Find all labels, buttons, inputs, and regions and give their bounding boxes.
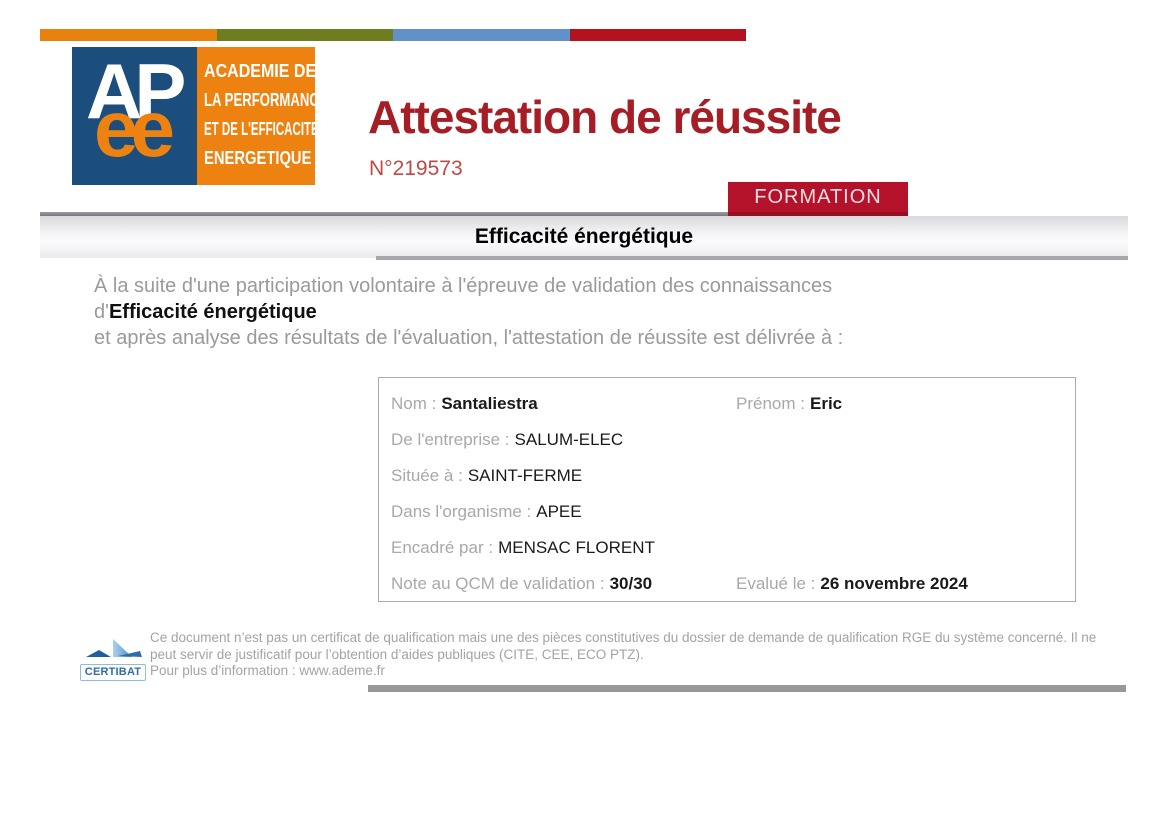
recipient-details-box: Nom : Santaliestra Prénom : Eric De l'entr…	[378, 377, 1076, 602]
apee-logo-line-1: ACADEMIE DE	[204, 61, 315, 81]
intro-line-1: À la suite d'une participation volontair…	[94, 275, 833, 297]
note-value: 30/30	[609, 574, 653, 593]
footer-info-line: Pour plus d’information : www.ademe.fr	[150, 663, 385, 678]
apee-logo-line-2: LA PERFORMANCE	[204, 90, 315, 110]
top-bar-segment-blue	[393, 29, 570, 41]
entreprise-value: SALUM-ELEC	[514, 430, 624, 449]
banner-top-rule	[40, 212, 728, 216]
note-label: Note au QCM de validation :	[391, 574, 605, 593]
intro-line-2-prefix: d'	[94, 301, 109, 323]
nom-value: Santaliestra	[441, 394, 538, 413]
nom-label: Nom :	[391, 394, 437, 413]
apee-logo-ap: AP	[86, 47, 186, 135]
apee-logo-line-4: ENERGETIQUE	[204, 148, 312, 168]
col-prenom: Prénom : Eric	[736, 386, 842, 422]
intro-line-2: d'Efficacité énergétique	[94, 299, 843, 325]
subject-banner: Efficacité énergétique	[40, 216, 1128, 258]
bottom-rule	[368, 685, 1126, 692]
col-evalue: Evalué le :26 novembre 2024	[736, 566, 968, 602]
subject-banner-label: Efficacité énergétique	[474, 225, 694, 248]
certibat-sail-icon	[86, 639, 142, 657]
banner-bottom-rule	[376, 256, 1128, 260]
disclaimer-line-1: Ce document n’est pas un certificat de q…	[150, 630, 1097, 645]
row-encadre: Encadré par : MENSAC FLORENT	[379, 530, 1075, 566]
organisme-label: Dans l'organisme :	[391, 502, 532, 521]
intro-paragraph: À la suite d'une participation volontair…	[94, 273, 843, 351]
evalue-label: Evalué le :	[736, 574, 816, 593]
encadre-value: MENSAC FLORENT	[498, 538, 655, 557]
apee-logo-ee: ee	[94, 84, 175, 173]
apee-logo-line-3: ET DE L'EFFICACITE	[204, 119, 315, 139]
situee-label: Située à :	[391, 466, 463, 485]
certibat-wordmark: CERTIBAT	[80, 664, 146, 681]
organisme-value: APEE	[536, 502, 582, 521]
intro-line-3: et après analyse des résultats de l'éval…	[94, 327, 844, 349]
row-situee: Située à : SAINT-FERME	[379, 458, 1075, 494]
prenom-value: Eric	[809, 394, 843, 413]
row-note: Note au QCM de validation :30/30 Evalué …	[379, 566, 1075, 602]
apee-logo-wordmark: ACADEMIE DE LA PERFORMANCE ET DE L'EFFIC…	[197, 47, 315, 185]
certificate-number: N°219573	[369, 157, 463, 180]
row-entreprise: De l'entreprise : SALUM-ELEC	[379, 422, 1075, 458]
evalue-value: 26 novembre 2024	[820, 574, 968, 593]
certificate-title: Attestation de réussite	[368, 91, 842, 143]
top-bar-segment-orange	[40, 29, 217, 41]
prenom-label: Prénom :	[736, 394, 805, 413]
situee-value: SAINT-FERME	[467, 466, 583, 485]
intro-line-2-subject: Efficacité énergétique	[108, 301, 317, 323]
encadre-label: Encadré par :	[391, 538, 494, 557]
row-name: Nom : Santaliestra Prénom : Eric	[379, 386, 1075, 422]
certibat-logo: CERTIBAT	[80, 637, 146, 681]
apee-logo: AP ee ACADEMIE DE LA PERFORMANCE ET DE L…	[72, 47, 315, 185]
formation-badge: FORMATION	[728, 182, 908, 216]
top-bar-segment-red	[569, 29, 746, 41]
footer-disclaimer: Ce document n’est pas un certificat de q…	[150, 630, 1096, 680]
disclaimer-line-2: peut servir de justificatif pour l’obten…	[150, 646, 644, 662]
top-bar-segment-olive	[216, 29, 393, 41]
decorative-top-bar	[40, 29, 746, 41]
entreprise-label: De l'entreprise :	[391, 430, 510, 449]
apee-logo-monogram: AP ee	[72, 47, 197, 185]
row-organisme: Dans l'organisme : APEE	[379, 494, 1075, 530]
